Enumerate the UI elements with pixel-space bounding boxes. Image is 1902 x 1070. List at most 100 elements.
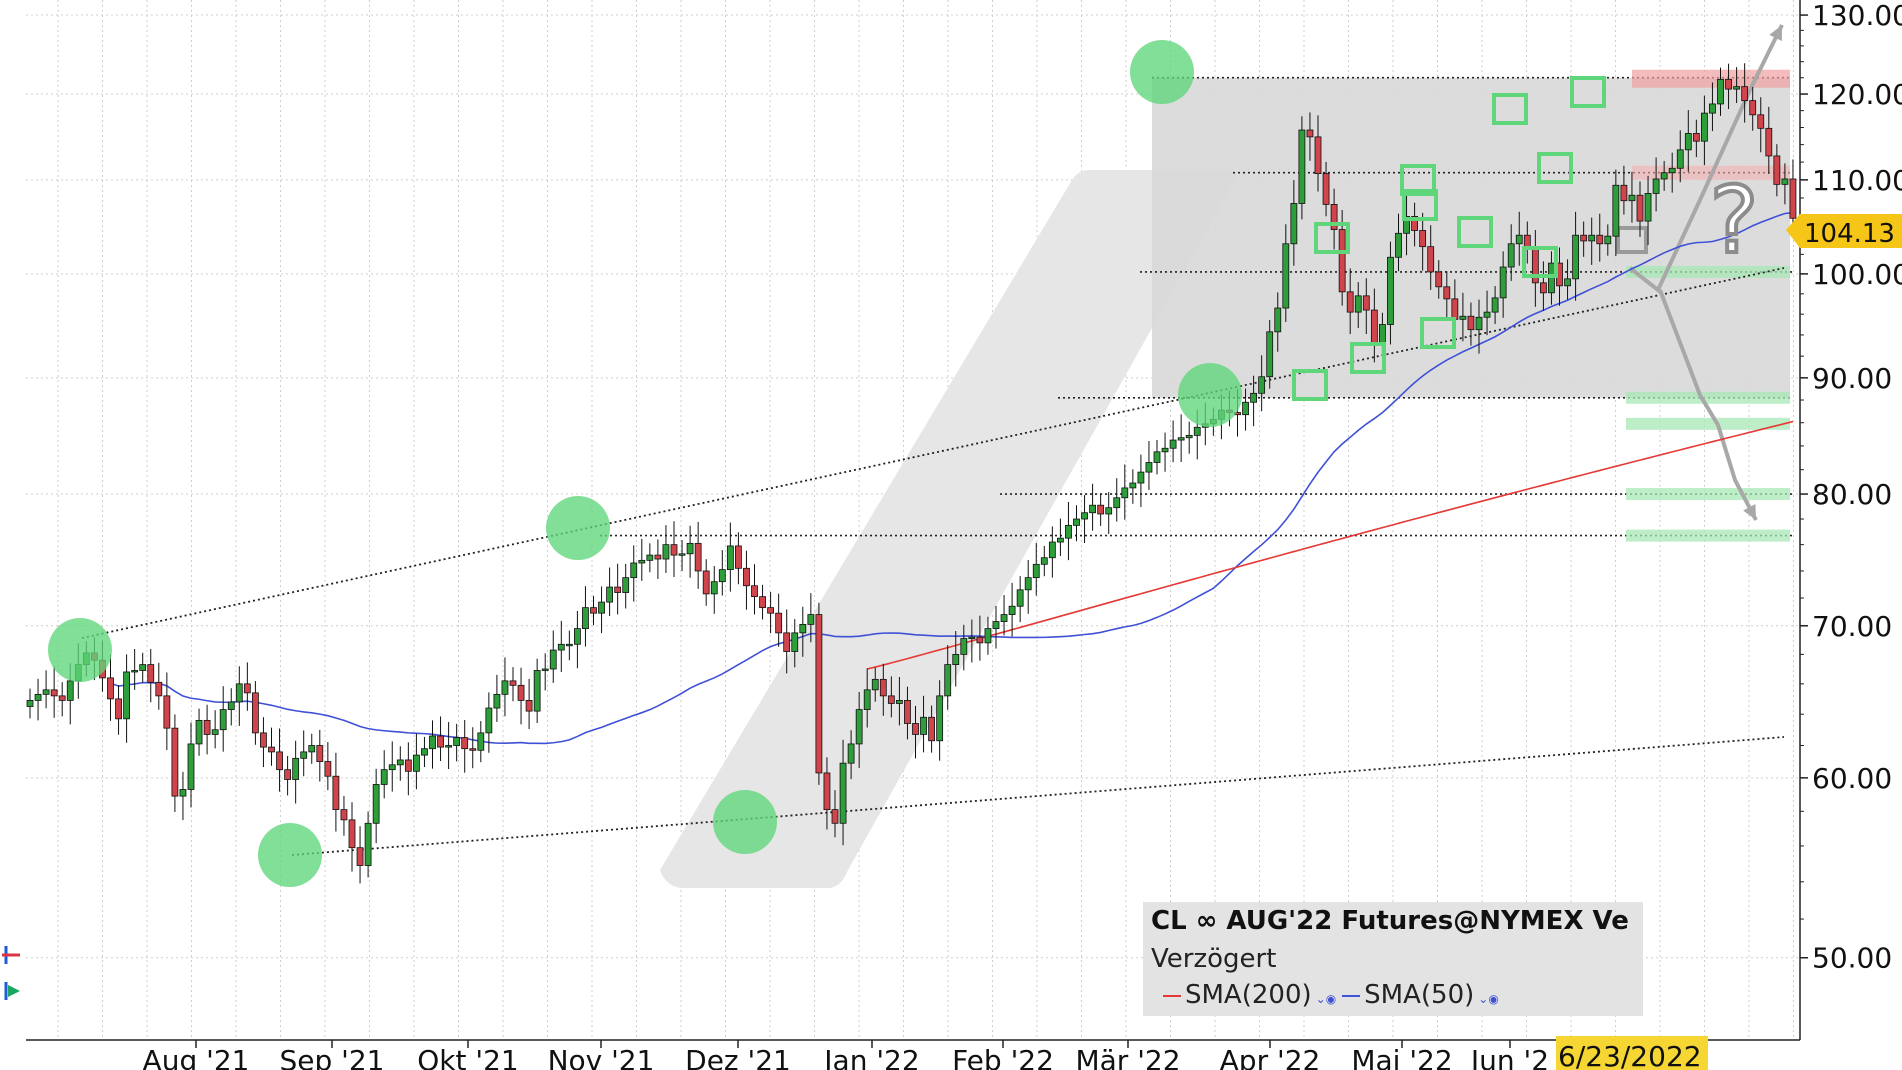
candle-body [831, 809, 839, 824]
candle-body [1193, 426, 1201, 436]
candle-body [219, 709, 227, 731]
side-tool-pin-icon[interactable] [0, 944, 22, 966]
candle-body [131, 670, 139, 673]
candle-body [1057, 537, 1064, 543]
candle-body [694, 542, 702, 572]
candle-body [759, 596, 766, 609]
candle-body [1024, 577, 1032, 591]
candle-body [123, 671, 130, 720]
candle-body [171, 727, 179, 797]
candle-body [920, 716, 927, 735]
candle-body [1113, 497, 1121, 509]
swing-square [1350, 342, 1386, 374]
candle-body [115, 698, 122, 720]
bullish-arrow-head [1769, 25, 1782, 41]
candle-body [1395, 232, 1402, 258]
x-tick-label: Mai '22 [1351, 1044, 1452, 1070]
candle-body [380, 769, 388, 785]
candle-body [871, 678, 879, 691]
candle-body [485, 707, 493, 734]
candle-body [582, 607, 589, 630]
candle-body [904, 700, 911, 724]
swing-circle [258, 823, 322, 887]
candle-body [292, 757, 300, 780]
x-tick-label: Jan '22 [822, 1044, 919, 1070]
candle-body [1153, 451, 1161, 463]
candle-body [1572, 234, 1579, 280]
candle-body [453, 737, 461, 746]
candle-body [863, 689, 871, 710]
candle-body [1459, 315, 1467, 320]
candle-body [316, 745, 324, 762]
x-tick-label: Dez '21 [685, 1044, 791, 1070]
support-zone [1626, 417, 1790, 430]
candle-body [1330, 203, 1338, 230]
legend-sma50-eye-icon[interactable]: ⌄◉ [1478, 992, 1499, 1006]
candle-body [1701, 112, 1708, 142]
candle-body [1282, 243, 1290, 309]
candle-body [823, 772, 831, 811]
candle-body [396, 759, 404, 766]
candle-body [493, 693, 501, 709]
candle-body [1757, 114, 1765, 129]
candle-body [928, 716, 935, 742]
x-tick-label: Sep '21 [280, 1044, 385, 1070]
candle-body [1660, 172, 1668, 180]
candle-body [1097, 504, 1105, 515]
candle-body [1709, 103, 1716, 114]
candle-body [1427, 246, 1435, 273]
bullish-arrow [1628, 24, 1784, 294]
candle-body [1403, 216, 1410, 234]
legend-box: CL ∞ AUG'22 Futures@NYMEX Ve Verzögert S… [1143, 902, 1643, 1016]
candle-body [646, 554, 654, 561]
candle-body [227, 701, 235, 710]
candle-body [1483, 311, 1491, 318]
x-tick-label: Jun '2 [1469, 1044, 1549, 1070]
candle-body [541, 668, 549, 671]
candle-body [952, 653, 960, 665]
candle-body [912, 723, 919, 735]
candle-body [1515, 234, 1523, 245]
candle-body [235, 683, 243, 703]
candle-body [66, 680, 74, 701]
candle-body [211, 729, 219, 735]
candle-body [1523, 234, 1531, 249]
swing-circle [713, 790, 777, 854]
x-tick-label: Feb '22 [952, 1044, 1054, 1070]
candle-body [815, 614, 823, 774]
candle-body [461, 737, 469, 750]
sma200-line [867, 420, 1794, 670]
x-tick-label: Nov '21 [548, 1044, 655, 1070]
candle-body [1781, 178, 1789, 185]
candle-body [1604, 235, 1612, 245]
candle-body [1048, 541, 1056, 559]
candle-body [501, 680, 509, 695]
legend-sma200-eye-icon[interactable]: ⌄◉ [1315, 992, 1337, 1006]
resistance-zone [1632, 69, 1790, 88]
candle-body [735, 545, 742, 569]
support-zone [1626, 529, 1790, 542]
candle-body [1419, 230, 1427, 248]
candle-body [557, 643, 565, 651]
candle-body [509, 680, 517, 686]
side-tool-arrow-icon[interactable] [0, 980, 22, 1002]
candle-body [896, 700, 903, 704]
y-tick-label: 50.00 [1812, 942, 1892, 975]
candle-body [437, 735, 444, 748]
candle-body [404, 759, 412, 772]
swing-square [1457, 216, 1493, 248]
candle-body [268, 746, 275, 753]
candle-body [1322, 173, 1330, 205]
swing-square [1537, 152, 1573, 184]
candle-body [469, 748, 477, 751]
candle-body [726, 545, 734, 571]
candle-body [984, 628, 992, 644]
candle-body [702, 570, 710, 595]
candle-body [300, 751, 308, 759]
y-tick-label: 100.00 [1812, 258, 1902, 291]
candle-body [662, 544, 670, 560]
candle-body [1266, 331, 1274, 378]
swing-square [1570, 76, 1606, 108]
legend-sma50-label: SMA(50) [1364, 980, 1475, 1010]
candle-body [565, 643, 573, 647]
